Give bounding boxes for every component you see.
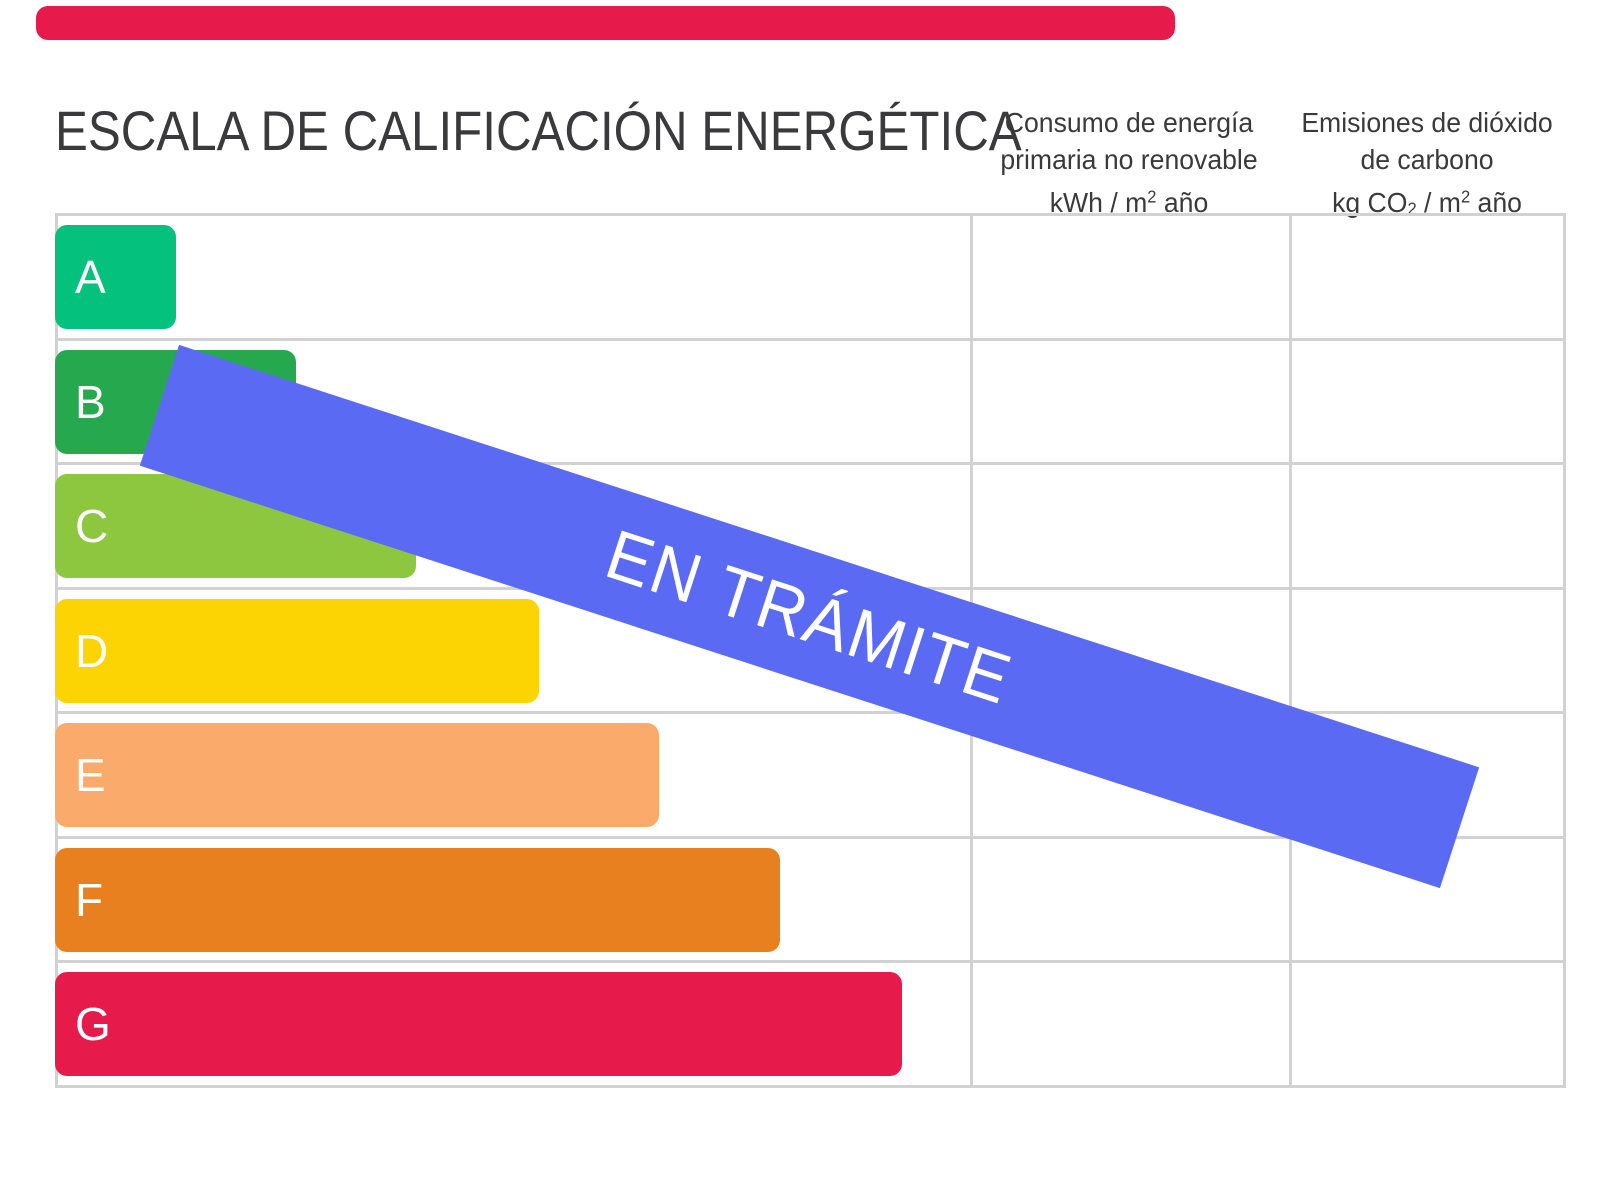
rating-letter: C <box>75 500 109 553</box>
cropped-red-bar <box>36 6 1175 40</box>
rating-letter: A <box>75 251 106 303</box>
rating-row: E <box>55 714 1563 839</box>
rating-bar: G <box>55 972 902 1077</box>
rating-row: G <box>55 963 1563 1085</box>
column-header-emisiones: Emisiones de dióxido de carbono kg CO2 /… <box>1266 104 1589 227</box>
rating-letter: B <box>75 375 106 428</box>
rating-letter: E <box>75 749 106 802</box>
consumo-unit: kWh / m2 año <box>1049 186 1209 218</box>
emisiones-line2: de carbono <box>1360 144 1494 175</box>
consumo-line1: Consumo de energía <box>1004 107 1254 138</box>
emisiones-line1: Emisiones de dióxido <box>1301 107 1553 138</box>
rating-bar: E <box>55 723 659 828</box>
rating-bar: D <box>55 598 539 703</box>
rating-bar: A <box>55 225 176 329</box>
rating-letter: D <box>75 624 109 677</box>
rating-row: A <box>55 216 1563 341</box>
column-header-consumo: Consumo de energía primaria no renovable… <box>968 104 1291 221</box>
consumo-line2: primaria no renovable <box>1000 144 1258 175</box>
column-divider-emisiones <box>1289 216 1292 1085</box>
emisiones-unit: kg CO2 / m2 año <box>1332 186 1522 219</box>
rating-letter: G <box>75 998 111 1051</box>
page-title: ESCALA DE CALIFICACIÓN ENERGÉTICA <box>55 99 1022 162</box>
rating-row: F <box>55 839 1563 964</box>
rating-row: D <box>55 590 1563 715</box>
rating-letter: F <box>75 873 104 926</box>
rating-bar: F <box>55 847 780 952</box>
